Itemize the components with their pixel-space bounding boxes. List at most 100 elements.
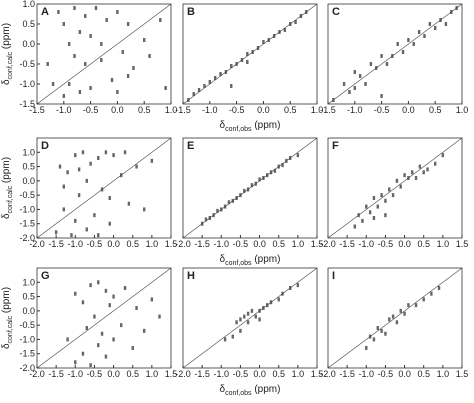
point [384,213,387,218]
point [62,184,65,189]
plot-frame [327,137,463,239]
point [78,30,82,34]
point [132,66,135,70]
x-tick-label: -2.0 [320,239,336,249]
point [62,22,65,26]
axis-subscript: conf,calc [7,51,14,79]
x-tick-label: 0.0 [398,369,411,379]
x-tick-label: 0.5 [138,105,151,115]
point [246,52,249,56]
point [391,193,395,198]
x-tick-label: -1.0 [202,105,218,115]
y-tick-label: 0.5 [22,19,35,29]
x-tick-label: 0.5 [284,105,297,115]
point [148,54,151,58]
x-tick-label: -2.0 [175,239,191,249]
identity-line [327,267,463,369]
point [296,283,300,288]
x-tick-label: -1.5 [320,105,336,115]
point [100,331,104,336]
point [67,82,71,86]
point [412,42,415,46]
point [89,86,92,90]
point [104,354,108,359]
point [89,283,92,288]
point [164,86,167,90]
x-tick-label: 0.5 [429,105,442,115]
axis-label: δconf,obs (ppm) [220,384,281,397]
point [108,221,111,226]
point [430,291,433,296]
point [223,337,227,342]
plot-frame [182,137,318,239]
x-tick-label: -1.5 [339,239,355,249]
x-tick-label: 1.5 [456,369,469,379]
point [104,150,108,155]
x-tick-label: -0.5 [87,369,103,379]
panel-label: G [41,270,50,282]
point [67,42,71,46]
y-tick-label: 1.0 [22,147,35,157]
point [81,300,85,305]
point [273,168,277,173]
panel-label: E [187,140,194,152]
axis-symbol: δ [220,120,226,131]
point [104,288,108,293]
point [294,20,297,24]
y-tick-label: 0.0 [22,176,35,186]
y-tick-label: 1.0 [22,0,35,9]
point [81,351,85,356]
plot-frame [36,3,172,105]
point [365,346,368,350]
axis-unit: (ppm) [252,384,281,395]
point [77,193,81,198]
point [365,204,368,209]
y-tick-label: -0.5 [19,320,35,330]
point [85,326,88,330]
point [296,153,300,158]
axis-label: δconf,obs (ppm) [220,254,281,267]
point [434,161,437,166]
point [143,207,146,212]
point [380,94,383,98]
x-tick-label: -1.0 [214,369,230,379]
x-tick-label: -1.0 [56,105,72,115]
point [364,82,367,86]
point [358,74,362,78]
point [262,40,265,44]
point [426,167,429,172]
point [246,60,249,64]
y-tick-label: -1.5 [19,349,35,359]
axis-unit: (ppm) [252,120,281,131]
x-tick-label: 0.5 [417,369,430,379]
point [100,42,103,46]
point [100,58,103,62]
point [77,167,81,172]
point [123,150,127,155]
identity-line [182,3,318,105]
panel-label: C [332,6,340,18]
x-tick-label: -2.0 [29,369,45,379]
point [243,314,246,319]
point [159,18,162,22]
axis-symbol: δ [220,254,226,265]
point [250,308,254,313]
point [380,328,383,333]
point [74,218,77,223]
point [74,360,77,365]
x-tick-label: 1.0 [146,369,159,379]
x-tick-label: -1.0 [68,239,84,249]
point [197,88,201,92]
x-tick-label: 0.0 [107,239,120,249]
x-tick-label: 0.0 [398,239,411,249]
axis-subscript: conf,obs [225,390,252,397]
point [246,311,250,316]
point [423,34,426,38]
point [353,86,356,90]
y-tick-label: -1.0 [19,334,35,344]
point [93,314,96,319]
identity-line [182,267,318,369]
y-tick-label: -2.0 [19,233,35,243]
point [230,64,233,68]
